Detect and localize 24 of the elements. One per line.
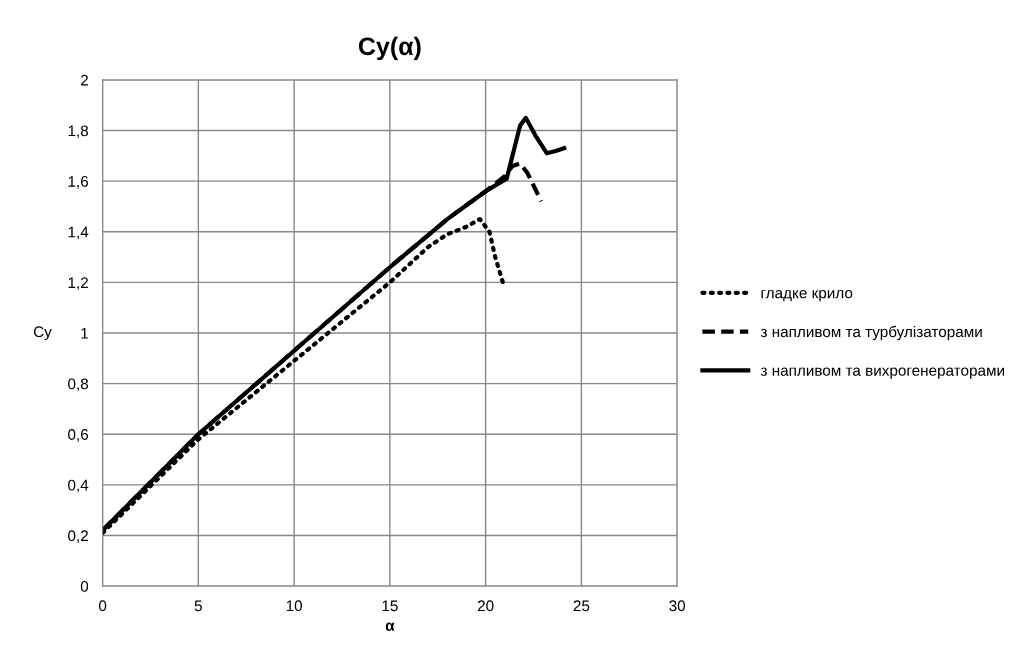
y-tick-label: 2 [80,74,88,86]
y-tick-label: 0,6 [68,429,89,442]
y-tick-label: 0,4 [68,479,89,493]
x-tick-label: 15 [382,600,398,612]
x-tick-label: 0 [98,600,107,612]
x-tick-label: 20 [477,600,494,612]
y-tick-label: 1,4 [68,226,89,240]
y-tick-label: 1,2 [68,277,88,290]
y-tick-label: 0,8 [68,378,89,392]
y-tick-label: 0,2 [68,530,88,543]
x-tick-label: 10 [286,600,303,612]
legend-label: з напливом та турбулізаторами [760,325,982,341]
chart-title: Cy(α) [358,36,421,61]
y-tick-label: 0 [80,580,89,592]
x-axis-title: α [385,622,395,631]
x-tick-label: 30 [669,600,686,612]
legend-label: гладке крило [761,289,853,302]
x-tick-label: 25 [573,600,590,612]
y-tick-label: 1 [81,328,88,339]
y-axis-title: Cy [33,326,52,341]
x-tick-label: 5 [194,600,202,612]
y-tick-label: 1,6 [68,176,89,189]
legend-label: з напливом та вихрогенераторами [760,367,1004,379]
y-tick-label: 1,8 [68,125,89,139]
